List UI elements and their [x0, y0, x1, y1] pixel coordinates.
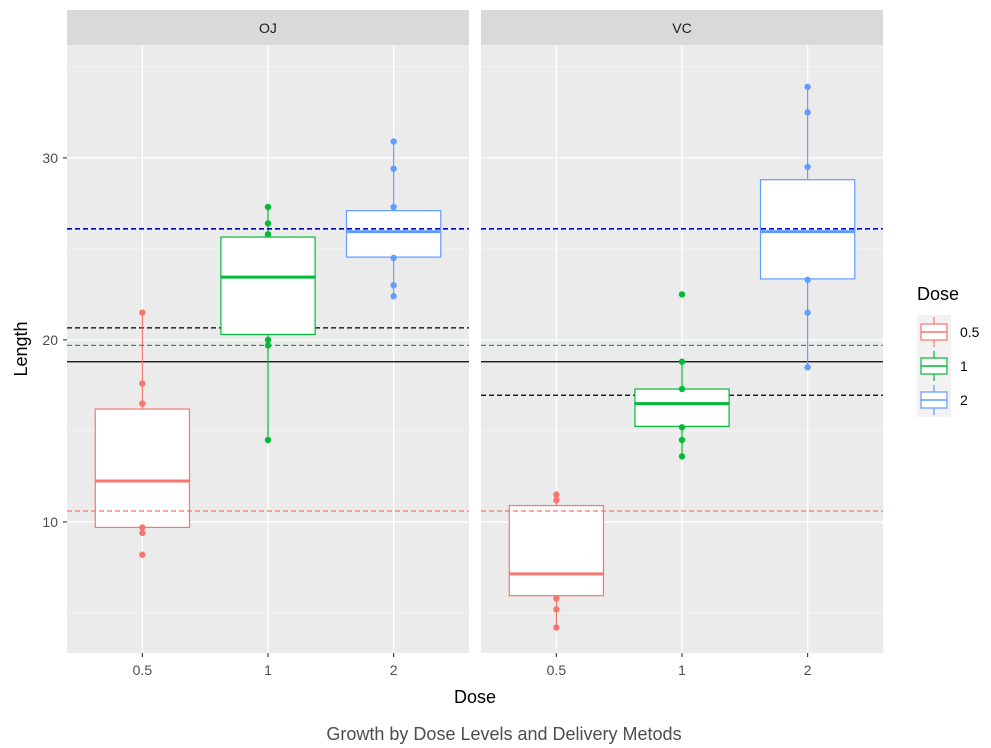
data-point	[678, 385, 686, 393]
data-point	[804, 83, 811, 91]
facet-panel-oj: OJ 0.5 1 2	[67, 10, 469, 678]
data-point	[390, 293, 397, 300]
x-tick-label: 2	[390, 662, 398, 678]
boxplot-dose-0.5	[94, 309, 191, 558]
data-point	[804, 364, 811, 371]
legend-label: 1	[960, 358, 968, 374]
legend-label: 2	[960, 392, 968, 408]
data-point	[804, 163, 811, 171]
x-axis-title: Dose	[454, 687, 496, 707]
facet-strip-label: OJ	[259, 20, 277, 36]
data-point	[804, 109, 811, 116]
y-tick-label: 20	[42, 332, 58, 348]
data-point	[553, 624, 560, 631]
x-tick-label: 1	[264, 662, 272, 678]
legend-label: 0.5	[960, 324, 980, 340]
x-tick-label: 1	[678, 662, 686, 678]
data-point	[139, 380, 146, 387]
facet-panel-vc: VC 0.5 1 2	[481, 10, 883, 678]
y-tick-label: 10	[42, 514, 58, 530]
data-point	[390, 254, 397, 262]
x-tick-label: 0.5	[133, 662, 153, 678]
data-point	[264, 220, 272, 227]
legend: Dose 0.5 1 2	[917, 284, 980, 417]
y-axis: 10 20 30	[42, 150, 67, 530]
data-point	[390, 138, 397, 145]
legend-title: Dose	[917, 284, 959, 304]
data-point	[139, 524, 146, 531]
box-iqr	[94, 408, 191, 528]
data-point	[264, 436, 272, 444]
data-point	[678, 453, 686, 460]
data-point	[553, 491, 560, 498]
facet-strip-label: VC	[672, 20, 691, 36]
data-point	[678, 436, 686, 444]
x-tick-label: 2	[804, 662, 812, 678]
legend-item-1: 1	[917, 349, 968, 383]
box-iqr	[759, 179, 856, 280]
data-point	[553, 595, 560, 602]
data-point	[139, 309, 146, 316]
data-point	[390, 203, 397, 211]
data-point	[553, 606, 560, 613]
facet-strip	[481, 10, 883, 45]
data-point	[139, 529, 146, 537]
y-tick-label: 30	[42, 150, 58, 166]
data-point	[390, 282, 397, 289]
data-point	[139, 551, 146, 558]
data-point	[804, 276, 811, 284]
box-iqr	[345, 210, 442, 258]
facet-panels: OJ 0.5 1 2 VC 0.5 1 2	[67, 10, 883, 678]
boxplot-dose-2	[759, 83, 856, 371]
y-axis-title: Length	[11, 321, 31, 376]
data-point	[264, 203, 272, 211]
data-point	[264, 336, 272, 344]
data-point	[678, 291, 686, 298]
x-tick-label: 0.5	[547, 662, 567, 678]
facet-strip	[67, 10, 469, 45]
box-iqr	[220, 236, 316, 336]
data-point	[139, 400, 146, 407]
legend-item-2: 2	[917, 383, 968, 417]
data-point	[678, 358, 686, 365]
box-iqr	[508, 504, 605, 597]
boxplot-dose-1	[220, 203, 316, 444]
boxplot-dose-1	[634, 291, 730, 460]
boxplot-dose-0.5	[508, 491, 605, 631]
legend-item-0.5: 0.5	[917, 315, 980, 349]
data-point	[553, 496, 560, 504]
box-iqr	[634, 388, 730, 427]
data-point	[390, 165, 397, 172]
chart-caption: Growth by Dose Levels and Delivery Metod…	[326, 724, 681, 744]
data-point	[804, 309, 811, 316]
data-point	[678, 424, 686, 431]
boxplot-dose-2	[345, 138, 442, 300]
data-point	[264, 231, 272, 238]
